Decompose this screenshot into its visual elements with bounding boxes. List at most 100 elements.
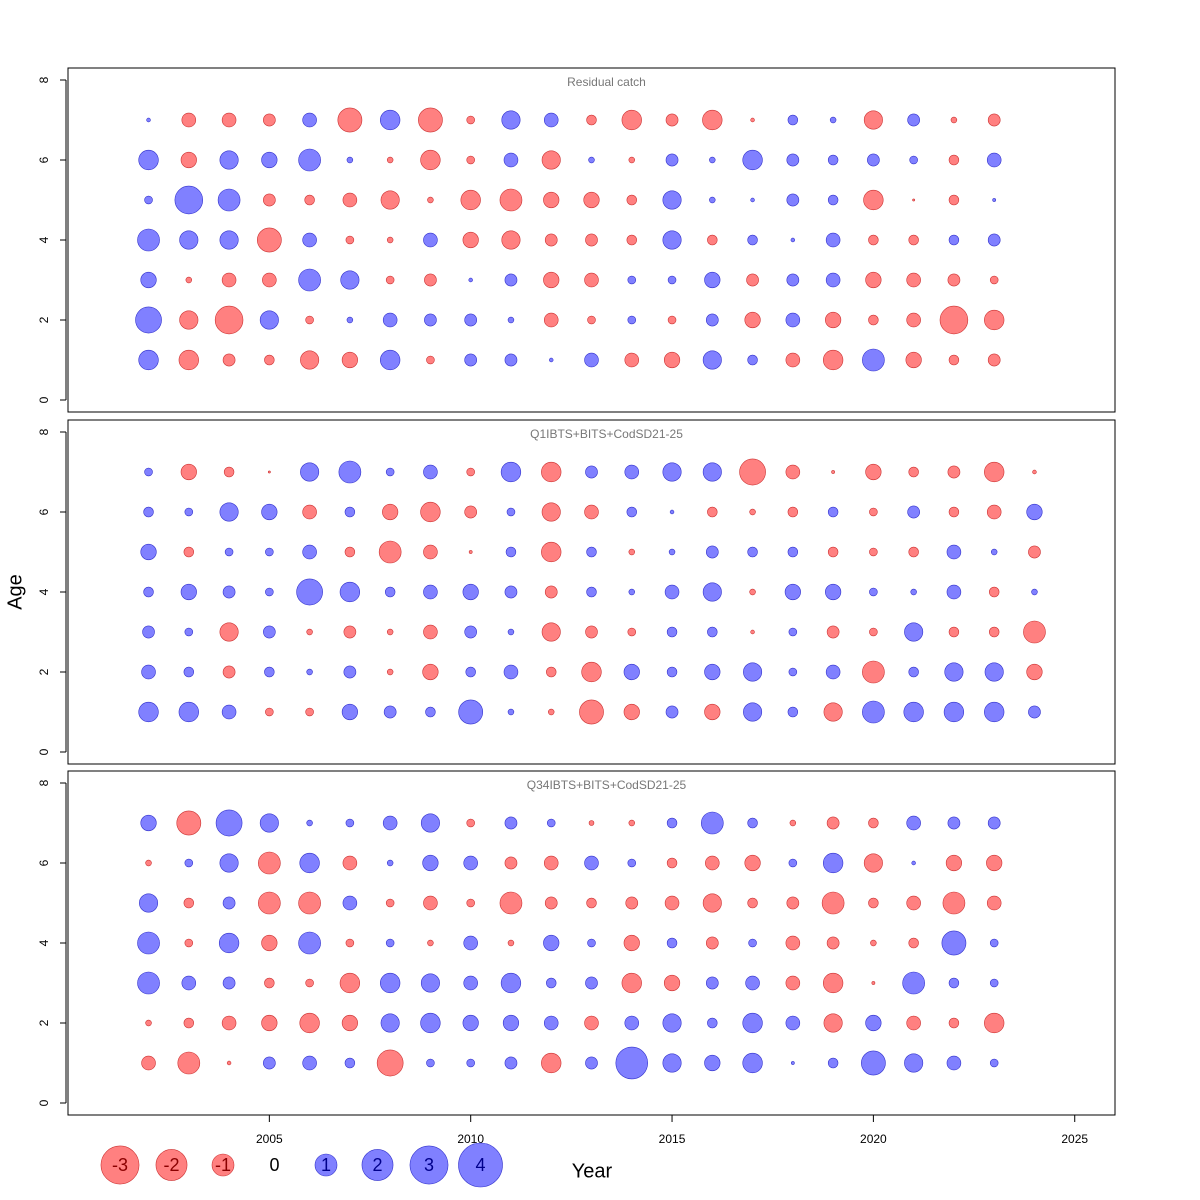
- bubble: [384, 586, 396, 598]
- bubble: [863, 853, 883, 873]
- bubble: [950, 116, 958, 124]
- bubble: [380, 109, 401, 131]
- y-tick-label: 0: [37, 748, 51, 755]
- bubble: [505, 546, 517, 558]
- bubble: [585, 233, 598, 247]
- y-tick-label: 2: [37, 316, 51, 323]
- bubble: [500, 461, 522, 483]
- bubble: [385, 467, 395, 477]
- bubble: [742, 1052, 763, 1074]
- bubble: [219, 622, 239, 642]
- bubble: [750, 197, 755, 203]
- bubble: [662, 1013, 682, 1033]
- bubble: [941, 930, 967, 956]
- bubble: [137, 971, 160, 995]
- bubble: [543, 312, 559, 328]
- bubble: [906, 312, 921, 328]
- bubble: [466, 115, 475, 125]
- bubble: [707, 506, 718, 518]
- bubble: [709, 156, 716, 164]
- bubble: [785, 975, 801, 991]
- bubble: [989, 275, 999, 285]
- bubble: [541, 461, 562, 483]
- bubble: [296, 578, 323, 606]
- bubble: [423, 464, 438, 480]
- bubble: [341, 703, 358, 721]
- legend-label: 4: [475, 1155, 485, 1175]
- bubble: [585, 465, 598, 479]
- bubble: [948, 154, 960, 166]
- bubble: [543, 934, 560, 952]
- bubble: [221, 704, 237, 720]
- bubble: [424, 273, 437, 287]
- bubble: [790, 237, 796, 243]
- bubble: [826, 625, 840, 639]
- bubble: [705, 855, 720, 871]
- bubble: [988, 626, 1000, 638]
- legend-bubble: [361, 1149, 394, 1181]
- bubble: [624, 1015, 640, 1031]
- bubble: [939, 305, 969, 335]
- bubble: [785, 935, 801, 951]
- bubble: [1028, 545, 1041, 559]
- bubble: [174, 185, 204, 215]
- bubble: [870, 939, 877, 947]
- bubble: [663, 351, 681, 369]
- bubble: [1023, 620, 1046, 644]
- bubble: [990, 548, 998, 556]
- bubble: [669, 509, 675, 515]
- bubble: [382, 503, 399, 521]
- bubble: [299, 1012, 320, 1034]
- bubble: [908, 546, 919, 558]
- bubble: [145, 859, 152, 867]
- bubble: [383, 705, 397, 719]
- bubble: [739, 458, 766, 486]
- bubble: [144, 195, 153, 205]
- bubble: [869, 507, 878, 517]
- y-tick-label: 2: [37, 1019, 51, 1026]
- bubble: [184, 938, 194, 948]
- bubble: [908, 666, 919, 678]
- bubble: [302, 232, 317, 248]
- bubble: [825, 272, 841, 288]
- bubble: [948, 626, 960, 638]
- bubble: [386, 156, 394, 164]
- bubble: [626, 194, 637, 206]
- bubble: [298, 148, 321, 172]
- bubble: [989, 978, 999, 988]
- bubble: [462, 1014, 479, 1032]
- bubble: [222, 976, 236, 990]
- bubble: [621, 972, 642, 994]
- bubble: [265, 707, 274, 717]
- bubble: [468, 277, 473, 283]
- bubble: [302, 544, 317, 560]
- bubble: [861, 1050, 886, 1076]
- bubble: [221, 272, 237, 288]
- legend-label: 1: [321, 1155, 331, 1175]
- bubble: [628, 819, 635, 827]
- bubble: [702, 893, 722, 913]
- bubble: [948, 1017, 960, 1029]
- bubble: [944, 662, 964, 682]
- bubble: [584, 352, 599, 368]
- bubble: [747, 897, 758, 909]
- bubble: [466, 155, 475, 165]
- bubble: [826, 816, 840, 830]
- bubble: [821, 891, 845, 915]
- bubble: [543, 191, 560, 209]
- bubble: [222, 585, 236, 599]
- bubble: [380, 190, 400, 210]
- bubble: [822, 972, 844, 994]
- bubble: [825, 311, 842, 329]
- bubble: [222, 896, 236, 910]
- bubble: [345, 235, 355, 245]
- bubble: [420, 1012, 441, 1034]
- bubble: [261, 1014, 278, 1032]
- bubble: [263, 113, 276, 127]
- bubble: [784, 583, 801, 601]
- bubble: [300, 462, 320, 482]
- bubble: [386, 628, 394, 636]
- bubble: [380, 1013, 400, 1033]
- bubble: [823, 1013, 843, 1033]
- bubble: [948, 354, 960, 366]
